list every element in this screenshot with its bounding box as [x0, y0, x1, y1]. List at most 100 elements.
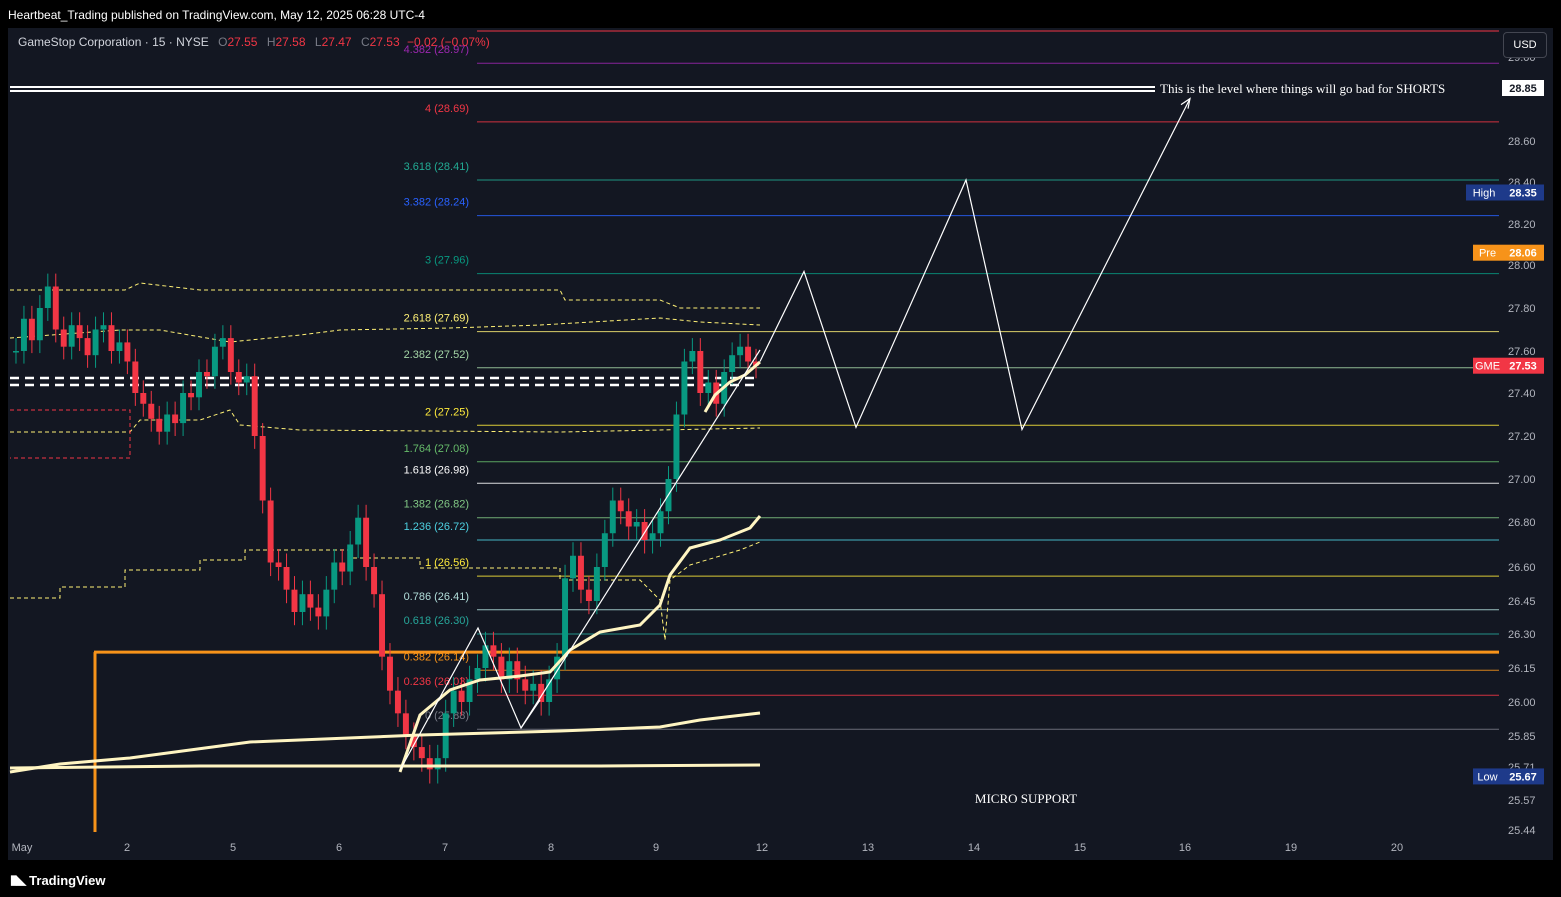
- fib-level-label: 4.382 (28.97): [404, 44, 469, 56]
- x-tick-label: 12: [756, 842, 768, 854]
- tradingview-logo[interactable]: ▮◣ TradingView: [10, 872, 106, 888]
- price-tag-value-bg: [1502, 357, 1544, 374]
- price-tag-label: Low: [1477, 771, 1497, 783]
- price-tag-label-bg: [1473, 244, 1502, 261]
- change-value: −0.02 (−0.07%): [406, 35, 490, 49]
- candle-body: [347, 544, 354, 572]
- price-tag-value: 28.35: [1509, 188, 1537, 200]
- candle-body: [339, 562, 346, 572]
- candle-body: [28, 318, 35, 341]
- y-tick-label: 26.30: [1508, 629, 1536, 641]
- price-tag-value-bg: [1502, 244, 1544, 261]
- fib-level-label: 1 (26.56): [425, 557, 469, 569]
- price-tag-value: 27.53: [1509, 361, 1537, 373]
- y-tick-label: 26.00: [1508, 697, 1536, 709]
- fib-level-label: 0.618 (26.30): [404, 615, 469, 627]
- publisher-bar: Heartbeat_Trading published on TradingVi…: [0, 0, 1561, 28]
- vwap-line: [398, 515, 762, 773]
- y-tick-label: 25.85: [1508, 731, 1536, 743]
- candle-body: [132, 361, 139, 393]
- candle-body: [633, 522, 640, 527]
- candle-body: [649, 533, 656, 540]
- price-tag: Pre 28.06: [1473, 244, 1544, 261]
- candle-body: [124, 342, 131, 362]
- candle-body: [577, 555, 584, 590]
- candle-body: [227, 338, 234, 372]
- y-tick-label: 25.57: [1508, 795, 1536, 807]
- candle-body: [450, 690, 457, 714]
- candle-body: [355, 517, 362, 545]
- y-tick-label: 27.80: [1508, 303, 1536, 315]
- fib-level-label: 3.618 (28.41): [404, 161, 469, 173]
- candle-body: [474, 668, 481, 680]
- candle-body: [36, 308, 43, 341]
- vwap-band-dashed: [10, 282, 760, 309]
- candle-body: [689, 351, 696, 362]
- y-tick-label: 26.60: [1508, 562, 1536, 574]
- candle-body: [211, 346, 218, 377]
- high-label: H: [266, 35, 276, 49]
- x-tick-label: 6: [336, 842, 342, 854]
- candle-body: [259, 436, 266, 501]
- price-tag-value: 28.85: [1509, 83, 1537, 95]
- candle-body: [482, 645, 489, 668]
- candle-body: [219, 338, 226, 347]
- fib-level-label: 4 (28.69): [425, 103, 469, 115]
- candle-body: [522, 679, 529, 691]
- candle-body: [60, 329, 67, 347]
- candle-body: [76, 325, 83, 339]
- high-value: 27.58: [275, 35, 306, 49]
- y-tick-label: 26.45: [1508, 596, 1536, 608]
- session-band-dashed: [10, 409, 131, 459]
- publisher-text: Heartbeat_Trading published on TradingVi…: [8, 8, 425, 22]
- fib-level-label: 1.764 (27.08): [404, 443, 469, 455]
- fib-level-label: 3 (27.96): [425, 255, 469, 267]
- y-tick-label: 26.80: [1508, 517, 1536, 529]
- candle-body: [410, 736, 417, 748]
- price-tag-value-bg: [1502, 80, 1544, 96]
- candle-body: [506, 661, 513, 680]
- y-tick-label: 27.60: [1508, 346, 1536, 358]
- price-tag-label-bg: [1473, 357, 1502, 374]
- candle-body: [426, 758, 433, 770]
- projection-path: [759, 98, 1191, 432]
- candle-body: [466, 679, 473, 702]
- price-tag-value: 28.06: [1509, 248, 1537, 260]
- fib-level-label: 0.786 (26.41): [404, 591, 469, 603]
- candle-body: [188, 393, 195, 398]
- candle-body: [745, 346, 752, 362]
- x-tick-label: May: [12, 842, 33, 854]
- candle-body: [283, 567, 290, 590]
- candle-body: [363, 517, 370, 567]
- candle-body: [307, 594, 314, 608]
- candle-body: [705, 382, 712, 393]
- candle-body: [156, 418, 163, 432]
- shorts-level-label: This is the level where things will go b…: [1160, 81, 1445, 96]
- open-label: O: [218, 35, 228, 49]
- candle-body: [625, 511, 632, 527]
- tradingview-logo-icon: ▮◣: [10, 872, 26, 887]
- candle-body: [371, 567, 378, 595]
- price-tag-value-bg: [1502, 768, 1544, 785]
- candle-body: [315, 607, 322, 617]
- candle-body: [92, 329, 99, 356]
- currency-button[interactable]: USD: [1503, 32, 1547, 58]
- candle-body: [402, 713, 409, 736]
- vwap-band-dashed: [10, 541, 761, 641]
- candle-body: [148, 403, 155, 419]
- candle-body: [13, 351, 19, 353]
- price-tag: GME 27.53: [1473, 357, 1544, 374]
- x-tick-label: 5: [230, 842, 236, 854]
- candle-body: [601, 533, 608, 567]
- candle-body: [609, 500, 616, 534]
- candle-body: [729, 355, 736, 372]
- y-tick-label: 27.00: [1508, 474, 1536, 486]
- low-label: L: [314, 35, 322, 49]
- projection-arrowhead: [1180, 97, 1191, 109]
- candle-body: [554, 656, 561, 680]
- candle-body: [323, 589, 330, 617]
- candle-body: [514, 661, 521, 680]
- candle-body: [100, 325, 107, 330]
- x-tick-label: 7: [442, 842, 448, 854]
